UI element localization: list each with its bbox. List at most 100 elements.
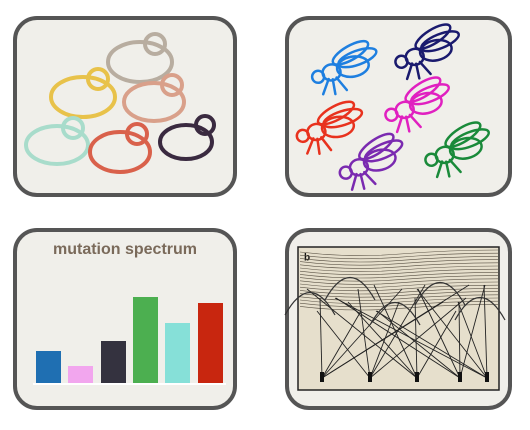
- fly-leg: [395, 115, 404, 134]
- etch-hill: [369, 301, 421, 326]
- etch-stroke: [299, 281, 499, 288]
- fly-wing: [363, 139, 404, 163]
- fly-wing: [331, 39, 370, 66]
- etch-line: [306, 288, 418, 379]
- fly-leg: [316, 137, 321, 155]
- yeast-cell: [88, 122, 152, 174]
- etch-stroke: [299, 252, 499, 260]
- fly-leg: [362, 170, 377, 186]
- etch-stroke: [299, 256, 499, 263]
- etch-post: [485, 372, 489, 382]
- etch-line: [347, 301, 418, 379]
- etch-hill: [414, 281, 466, 306]
- fly-leg: [435, 160, 444, 179]
- fly-wing: [410, 83, 451, 106]
- etch-line: [458, 301, 461, 379]
- etch-stroke: [299, 294, 499, 301]
- etch-stroke: [299, 259, 499, 266]
- fly-leg: [418, 60, 432, 76]
- etch-line: [316, 310, 371, 379]
- etch-stroke: [299, 297, 499, 304]
- fly-leg: [359, 172, 366, 190]
- fly: [295, 100, 364, 155]
- etch-stroke: [299, 275, 499, 282]
- fly: [424, 121, 491, 179]
- bar-shape: [101, 341, 126, 383]
- etch-line: [459, 284, 486, 379]
- flies: [295, 23, 491, 191]
- yeast-cell: [106, 32, 174, 84]
- fly-panel: [285, 16, 512, 197]
- fly-leg: [306, 137, 315, 155]
- etch-hill: [284, 291, 336, 316]
- etch-stroke: [299, 262, 499, 269]
- fly-leg: [335, 76, 349, 92]
- etch-line: [369, 301, 400, 379]
- fly-wing: [337, 46, 378, 69]
- etch-stroke: [299, 268, 499, 276]
- bar-shape: [165, 323, 190, 383]
- fly-wing: [444, 121, 482, 149]
- etch-line: [457, 301, 488, 379]
- fly-leg: [405, 62, 414, 81]
- fly-leg: [444, 160, 451, 178]
- fly: [338, 132, 404, 191]
- fly-leg: [404, 115, 411, 133]
- bar-shape: [36, 351, 61, 383]
- yeast-cell: [24, 116, 90, 166]
- etch-post: [415, 372, 419, 382]
- fly-leg: [350, 172, 358, 191]
- fly-wing: [358, 132, 395, 161]
- fly-leg: [408, 113, 422, 129]
- etch-line: [369, 284, 426, 379]
- fly-wing: [316, 100, 356, 126]
- etch-line: [483, 284, 488, 379]
- fly-wing: [414, 23, 452, 51]
- etch-post: [458, 372, 462, 382]
- etch-line: [334, 297, 488, 379]
- etch-line: [376, 310, 461, 379]
- etch-line: [369, 297, 467, 379]
- fly-abdomen: [362, 148, 397, 172]
- etch-line: [375, 310, 488, 379]
- fly-abdomen: [418, 38, 453, 62]
- etch-line: [357, 288, 371, 379]
- etching: b: [284, 246, 506, 391]
- etch-line: [417, 288, 461, 379]
- bar-shape: [198, 303, 223, 383]
- yeast-cells: [24, 32, 216, 174]
- fly-leg: [414, 62, 421, 80]
- bar-icon: [33, 297, 226, 385]
- fly-leg: [448, 158, 462, 174]
- etch-line: [416, 310, 457, 379]
- etch-stroke: [299, 265, 499, 272]
- etch-line: [319, 297, 323, 379]
- bar-shape: [133, 297, 158, 383]
- fly: [310, 39, 378, 96]
- etch-stroke: [299, 272, 499, 279]
- etch-hill: [324, 276, 376, 301]
- bar-shape: [68, 366, 93, 383]
- fly-abdomen: [335, 55, 370, 79]
- etch-stroke: [299, 278, 499, 285]
- yeast-cell: [122, 73, 186, 123]
- chart-title: mutation spectrum: [53, 241, 197, 258]
- etch-line: [414, 297, 418, 379]
- yeast-cell: [158, 114, 216, 161]
- fly-wing: [420, 30, 461, 53]
- etch-stroke: [299, 304, 499, 311]
- fly-wing: [450, 128, 491, 151]
- etch-line: [416, 288, 488, 379]
- fly-leg: [319, 136, 333, 152]
- figure-label: b: [304, 253, 310, 264]
- fly: [384, 76, 451, 134]
- fly-abdomen: [320, 115, 356, 139]
- etch-post: [320, 372, 324, 382]
- fly-wing: [404, 76, 442, 104]
- etch-line: [321, 310, 362, 379]
- fly-wing: [322, 107, 364, 129]
- fly-leg: [331, 78, 337, 96]
- etch-stroke: [299, 249, 499, 256]
